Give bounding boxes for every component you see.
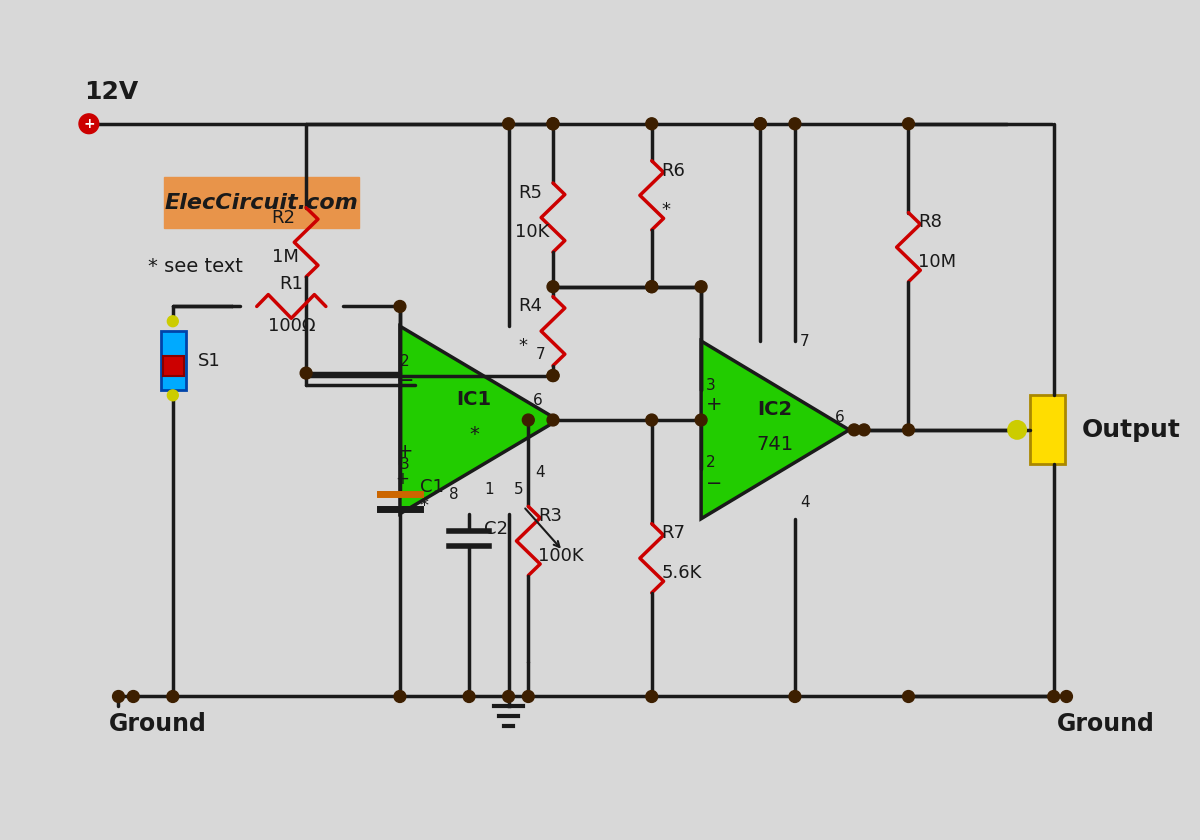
Text: −: −	[396, 370, 414, 391]
Text: R8: R8	[918, 213, 942, 232]
Circle shape	[463, 690, 475, 702]
Text: 10M: 10M	[918, 253, 956, 271]
Text: 7: 7	[800, 334, 810, 349]
Circle shape	[1061, 690, 1073, 702]
Text: *: *	[661, 201, 671, 219]
Text: Ground: Ground	[1057, 712, 1154, 736]
Text: +: +	[397, 442, 413, 461]
FancyBboxPatch shape	[163, 356, 184, 375]
Text: *: *	[420, 497, 428, 516]
Text: 6: 6	[834, 410, 845, 425]
Text: C1: C1	[420, 478, 444, 496]
Text: Output: Output	[1081, 417, 1180, 442]
Circle shape	[902, 690, 914, 702]
Text: 100Ω: 100Ω	[268, 318, 316, 335]
Circle shape	[902, 424, 914, 436]
Circle shape	[646, 414, 658, 426]
Text: *: *	[518, 337, 528, 354]
FancyBboxPatch shape	[161, 331, 186, 391]
Circle shape	[788, 690, 800, 702]
Circle shape	[695, 414, 707, 426]
Text: IC2: IC2	[757, 400, 793, 419]
Circle shape	[167, 316, 179, 327]
Circle shape	[646, 118, 658, 129]
Circle shape	[788, 118, 800, 129]
Text: IC1: IC1	[456, 391, 492, 409]
Circle shape	[113, 690, 125, 702]
Circle shape	[503, 690, 515, 702]
Circle shape	[695, 281, 707, 292]
Circle shape	[1008, 421, 1026, 438]
Circle shape	[547, 370, 559, 381]
Polygon shape	[400, 326, 558, 514]
Circle shape	[755, 118, 767, 129]
Text: 2: 2	[706, 455, 715, 470]
Text: 4: 4	[800, 495, 810, 510]
Text: R1: R1	[280, 275, 304, 292]
Circle shape	[646, 690, 658, 702]
Text: 1: 1	[484, 482, 493, 497]
Text: C2: C2	[484, 520, 508, 538]
Text: 4: 4	[535, 465, 545, 480]
Text: R6: R6	[661, 161, 685, 180]
Text: R7: R7	[661, 524, 685, 543]
Circle shape	[394, 690, 406, 702]
Text: 2: 2	[400, 354, 409, 369]
Text: ElecCircuit.com: ElecCircuit.com	[164, 192, 359, 213]
Circle shape	[503, 118, 515, 129]
Text: R5: R5	[518, 184, 542, 202]
Text: 100K: 100K	[538, 547, 584, 564]
Circle shape	[547, 281, 559, 292]
Text: Ground: Ground	[109, 712, 206, 736]
Circle shape	[127, 690, 139, 702]
Circle shape	[848, 424, 860, 436]
Circle shape	[547, 414, 559, 426]
Circle shape	[522, 414, 534, 426]
Text: *: *	[469, 425, 479, 444]
Text: −: −	[706, 475, 722, 493]
Text: 1M: 1M	[271, 248, 299, 266]
FancyBboxPatch shape	[1030, 396, 1064, 465]
Text: 5.6K: 5.6K	[661, 564, 702, 582]
Text: 7: 7	[535, 347, 545, 362]
Text: S1: S1	[198, 352, 221, 370]
Text: R2: R2	[271, 208, 295, 227]
Polygon shape	[701, 341, 850, 519]
Text: * see text: * see text	[148, 257, 242, 276]
Text: 3: 3	[706, 378, 715, 393]
Circle shape	[646, 281, 658, 292]
Text: 5: 5	[514, 482, 523, 497]
Text: 6: 6	[533, 393, 544, 408]
Circle shape	[858, 424, 870, 436]
Text: 12V: 12V	[84, 80, 138, 104]
Text: R4: R4	[518, 297, 542, 315]
Text: 8: 8	[450, 487, 460, 502]
Text: 741: 741	[757, 434, 793, 454]
Circle shape	[547, 370, 559, 381]
Circle shape	[755, 118, 767, 129]
Circle shape	[646, 281, 658, 292]
Text: R3: R3	[538, 507, 562, 525]
Circle shape	[547, 118, 559, 129]
Circle shape	[1048, 690, 1060, 702]
Circle shape	[902, 118, 914, 129]
Text: +: +	[706, 396, 722, 414]
Circle shape	[522, 690, 534, 702]
Text: 10K: 10K	[516, 223, 550, 241]
FancyBboxPatch shape	[164, 177, 360, 228]
Circle shape	[79, 114, 98, 134]
Text: 3: 3	[400, 457, 409, 472]
Circle shape	[167, 690, 179, 702]
Text: +: +	[83, 117, 95, 131]
Text: +: +	[395, 470, 409, 488]
Circle shape	[300, 367, 312, 379]
Circle shape	[167, 390, 179, 401]
Circle shape	[547, 118, 559, 129]
Circle shape	[394, 301, 406, 312]
